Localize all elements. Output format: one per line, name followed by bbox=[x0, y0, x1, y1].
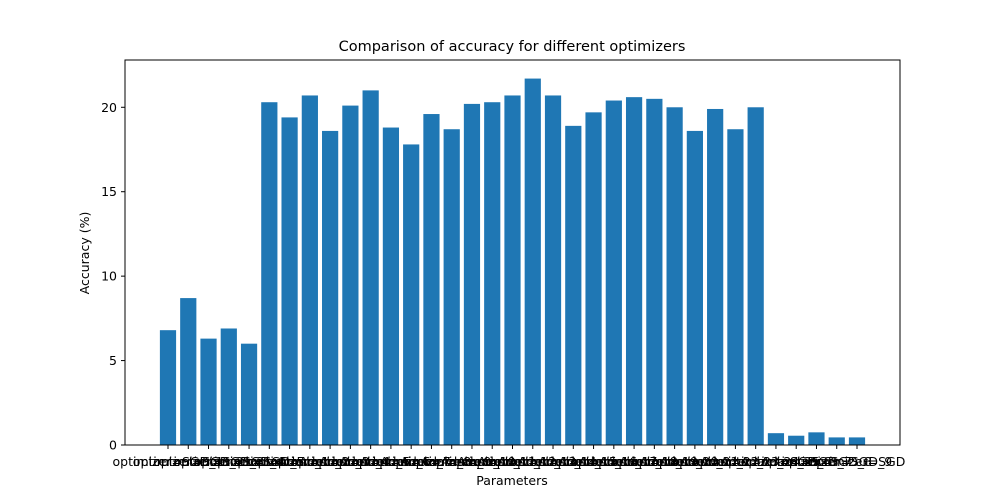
bar-28 bbox=[707, 108, 724, 445]
x-tick-label: optimizer=SGD_2 bbox=[133, 454, 244, 469]
y-axis-label: Accuracy (%) bbox=[77, 212, 92, 295]
x-tick-label: optimizer=Adam_8 bbox=[351, 454, 471, 469]
x-tick-label: optimizer=Adam_14 bbox=[469, 454, 597, 469]
x-tick-label: optimizer=Adam_10 bbox=[388, 454, 516, 469]
x-tick-label: optimizer=SGD_1 bbox=[113, 454, 224, 469]
x-tick-label: optimizer=Adam_15 bbox=[489, 454, 617, 469]
bar-32 bbox=[788, 435, 805, 445]
x-tick-label: optimizer=Adam_17 bbox=[530, 454, 658, 469]
bar-34 bbox=[828, 437, 845, 445]
bar-11 bbox=[362, 90, 379, 445]
bar-16 bbox=[463, 103, 481, 446]
y-tick-label: 20 bbox=[101, 100, 117, 115]
x-tick-label: optimizer=Adam_22 bbox=[631, 454, 759, 469]
x-axis-label: Parameters bbox=[476, 473, 548, 488]
bar-17 bbox=[484, 102, 501, 446]
x-tick-label: optimizer=Adam_25 bbox=[692, 454, 820, 469]
x-tick-label: optimizer=SGD_5 bbox=[194, 454, 305, 469]
bar-26 bbox=[666, 107, 683, 445]
bar-23 bbox=[605, 100, 622, 445]
x-tick-label: optimizer=Adam_23 bbox=[651, 454, 779, 469]
bar-13 bbox=[403, 144, 420, 445]
bar-22 bbox=[585, 112, 602, 445]
y-tick-label: 10 bbox=[101, 269, 117, 284]
bar-7 bbox=[281, 117, 298, 445]
x-tick-label: optimizer=Adam_19 bbox=[570, 454, 698, 469]
x-tick-label: optimizer=Adam_9 bbox=[372, 454, 492, 469]
x-tick-label: optimizer=SGD_6 bbox=[720, 454, 831, 469]
bar-30 bbox=[747, 107, 764, 445]
bar-14 bbox=[423, 114, 440, 445]
x-tick-label: optimizer=Adam_5 bbox=[290, 454, 410, 469]
y-tick-label: 15 bbox=[101, 184, 117, 199]
bar-21 bbox=[565, 125, 582, 446]
bar-10 bbox=[342, 105, 359, 445]
x-tick-label: optimizer=Adam_18 bbox=[550, 454, 678, 469]
bar-18 bbox=[504, 95, 521, 446]
x-tick-label: optimizer=SGD_7 bbox=[741, 454, 852, 469]
x-tick-label: optimizer=Adam_2 bbox=[230, 454, 350, 469]
bar-24 bbox=[625, 97, 643, 446]
bar-3 bbox=[200, 338, 217, 445]
y-tick-label: 0 bbox=[109, 438, 117, 453]
y-tick-label: 5 bbox=[109, 353, 117, 368]
bar-29 bbox=[727, 129, 744, 446]
bar-1 bbox=[159, 330, 177, 445]
bar-19 bbox=[524, 78, 541, 445]
bars bbox=[159, 78, 866, 446]
bar-4 bbox=[220, 328, 237, 445]
x-axis: optimizer=SGD_1optimizer=SGD_2optimizer=… bbox=[113, 445, 906, 469]
x-tick-label: optimizer=SGD_9 bbox=[781, 454, 892, 469]
bar-35 bbox=[848, 437, 866, 445]
bar-15 bbox=[443, 129, 460, 446]
bar-31 bbox=[767, 433, 785, 445]
x-tick-label: optimizer=Adam_11 bbox=[408, 454, 536, 469]
bar-12 bbox=[382, 127, 400, 445]
bar-6 bbox=[261, 102, 278, 446]
x-tick-label: optimizer=Adam_7 bbox=[331, 454, 451, 469]
bar-9 bbox=[322, 130, 339, 446]
chart-title: Comparison of accuracy for different opt… bbox=[339, 39, 686, 55]
x-tick-label: optimizer=Adam_20 bbox=[590, 454, 718, 469]
x-tick-label: optimizer=Adam_16 bbox=[509, 454, 637, 469]
x-tick-label: optimizer=Adam_21 bbox=[611, 454, 739, 469]
x-tick-label: optimizer=SGD_8 bbox=[761, 454, 872, 469]
y-axis: 0 5 10 15 20 bbox=[101, 100, 125, 453]
bar-20 bbox=[544, 95, 562, 446]
plot-frame bbox=[124, 59, 901, 446]
x-tick-label: optimizer=Adam_4 bbox=[270, 454, 390, 469]
x-tick-label: optimizer=Adam_24 bbox=[672, 454, 800, 469]
x-tick-label: optimizer=Adam_1 bbox=[209, 454, 329, 469]
bar-2 bbox=[180, 298, 197, 445]
bar-8 bbox=[301, 95, 318, 446]
bar-33 bbox=[808, 432, 825, 445]
x-tick-label: optimizer=Adam_13 bbox=[449, 454, 577, 469]
bar-5 bbox=[240, 343, 258, 445]
x-tick-label: optimizer=Adam_12 bbox=[428, 454, 556, 469]
x-tick-label: optimizer=SGD bbox=[809, 454, 906, 469]
x-tick-label: optimizer=SGD_4 bbox=[173, 454, 284, 469]
x-tick-label: optimizer=SGD_3 bbox=[153, 454, 264, 469]
bar-25 bbox=[646, 98, 663, 445]
bar-27 bbox=[686, 130, 703, 446]
x-tick-label: optimizer=Adam_3 bbox=[250, 454, 370, 469]
x-tick-label: optimizer=Adam_6 bbox=[311, 454, 431, 469]
